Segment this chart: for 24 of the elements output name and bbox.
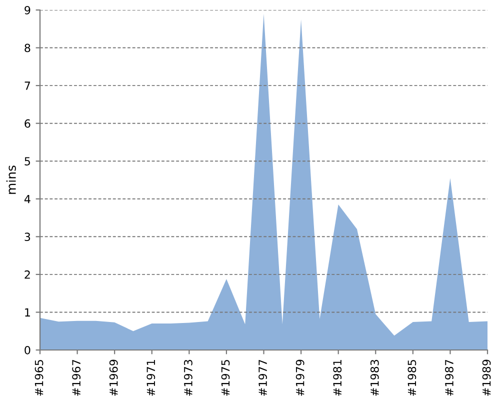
x-tick-label: #1965 <box>34 360 44 396</box>
x-tick-label: #1989 <box>482 360 491 396</box>
y-tick-label: 9 <box>24 6 30 14</box>
y-tick-label: 7 <box>24 82 30 90</box>
y-tick-label: 2 <box>24 270 30 279</box>
y-tick-label: 5 <box>24 157 30 166</box>
y-tick-label: 8 <box>24 44 30 52</box>
x-tick-label: #1969 <box>109 360 118 396</box>
x-tick-label: #1985 <box>408 360 416 396</box>
y-tick-label: 3 <box>24 232 30 242</box>
x-tick-label: #1983 <box>370 360 379 396</box>
y-tick-label: 1 <box>25 308 30 316</box>
x-tick-label: #1977 <box>258 360 267 396</box>
x-tick-label: #1975 <box>221 360 230 396</box>
y-tick-label: 6 <box>24 119 30 128</box>
x-tick-label: #1987 <box>445 360 454 396</box>
x-tick-label: #1973 <box>184 360 192 396</box>
x-tick-label: #1981 <box>333 360 342 396</box>
y-tick-label: 0 <box>24 346 30 354</box>
y-axis-title: mins <box>6 166 16 194</box>
x-tick-label: #1967 <box>72 360 81 396</box>
y-tick-label: 4 <box>24 195 30 204</box>
x-tick-label: #1979 <box>296 360 304 396</box>
x-tick-label: #1971 <box>146 360 156 396</box>
